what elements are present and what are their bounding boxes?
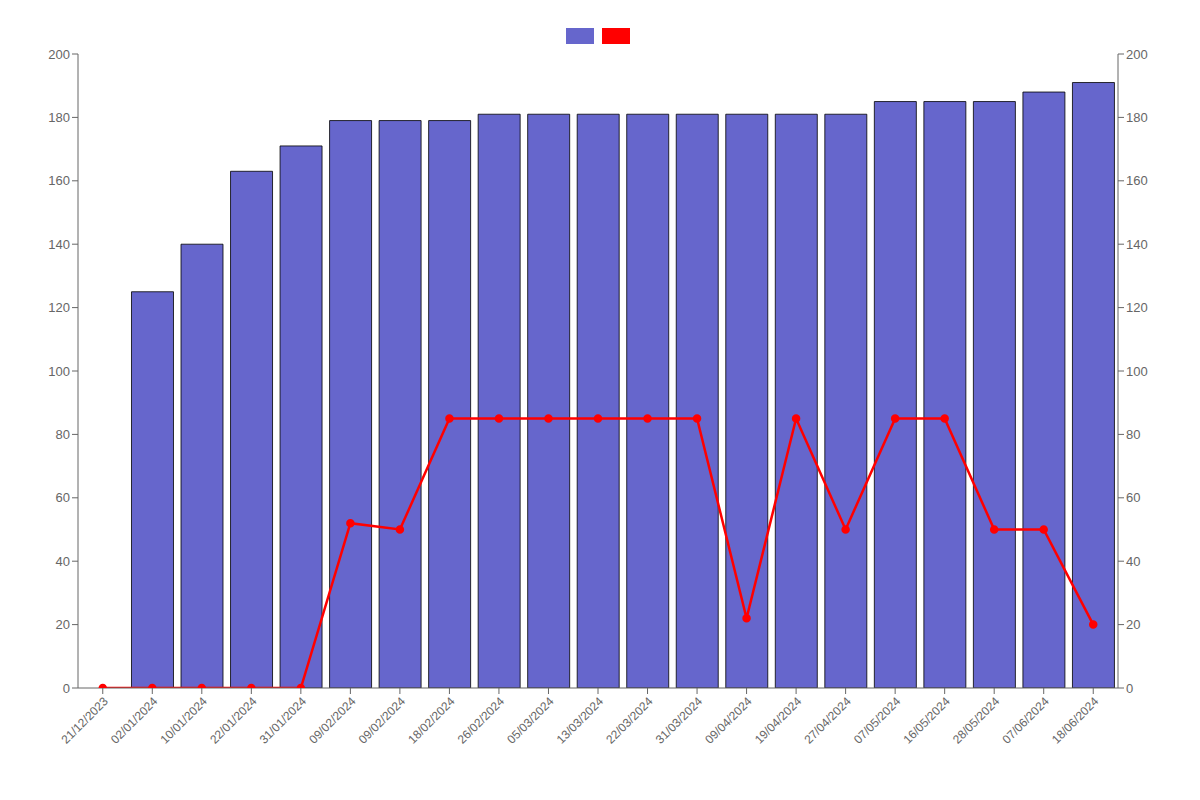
- svg-text:80: 80: [56, 427, 70, 442]
- svg-text:19/04/2024: 19/04/2024: [752, 694, 805, 747]
- svg-text:40: 40: [1126, 554, 1140, 569]
- svg-text:16/05/2024: 16/05/2024: [900, 694, 953, 747]
- svg-text:140: 140: [48, 237, 70, 252]
- svg-text:40: 40: [56, 554, 70, 569]
- svg-text:31/01/2024: 31/01/2024: [257, 694, 310, 747]
- svg-text:09/04/2024: 09/04/2024: [702, 694, 755, 747]
- svg-text:07/05/2024: 07/05/2024: [851, 694, 904, 747]
- svg-text:160: 160: [1126, 173, 1148, 188]
- svg-text:05/03/2024: 05/03/2024: [504, 694, 557, 747]
- svg-text:120: 120: [48, 300, 70, 315]
- svg-text:28/05/2024: 28/05/2024: [950, 694, 1003, 747]
- svg-text:200: 200: [48, 47, 70, 62]
- svg-text:20: 20: [56, 617, 70, 632]
- svg-text:09/02/2024: 09/02/2024: [356, 694, 409, 747]
- svg-text:60: 60: [56, 490, 70, 505]
- svg-text:10/01/2024: 10/01/2024: [158, 694, 211, 747]
- svg-text:80: 80: [1126, 427, 1140, 442]
- svg-text:13/03/2024: 13/03/2024: [554, 694, 607, 747]
- svg-text:31/03/2024: 31/03/2024: [653, 694, 706, 747]
- svg-text:100: 100: [48, 364, 70, 379]
- svg-text:180: 180: [48, 110, 70, 125]
- svg-text:18/02/2024: 18/02/2024: [405, 694, 458, 747]
- svg-text:20: 20: [1126, 617, 1140, 632]
- svg-text:60: 60: [1126, 490, 1140, 505]
- svg-text:160: 160: [48, 173, 70, 188]
- svg-text:140: 140: [1126, 237, 1148, 252]
- svg-text:200: 200: [1126, 47, 1148, 62]
- svg-text:22/03/2024: 22/03/2024: [603, 694, 656, 747]
- svg-text:100: 100: [1126, 364, 1148, 379]
- svg-text:07/06/2024: 07/06/2024: [999, 694, 1052, 747]
- svg-text:0: 0: [63, 681, 70, 696]
- svg-text:18/06/2024: 18/06/2024: [1049, 694, 1102, 747]
- svg-text:0: 0: [1126, 681, 1133, 696]
- svg-text:26/02/2024: 26/02/2024: [455, 694, 508, 747]
- svg-text:09/02/2024: 09/02/2024: [306, 694, 359, 747]
- svg-text:120: 120: [1126, 300, 1148, 315]
- svg-text:02/01/2024: 02/01/2024: [108, 694, 161, 747]
- svg-text:180: 180: [1126, 110, 1148, 125]
- svg-text:21/12/2023: 21/12/2023: [59, 694, 112, 747]
- svg-text:27/04/2024: 27/04/2024: [801, 694, 854, 747]
- svg-text:22/01/2024: 22/01/2024: [207, 694, 260, 747]
